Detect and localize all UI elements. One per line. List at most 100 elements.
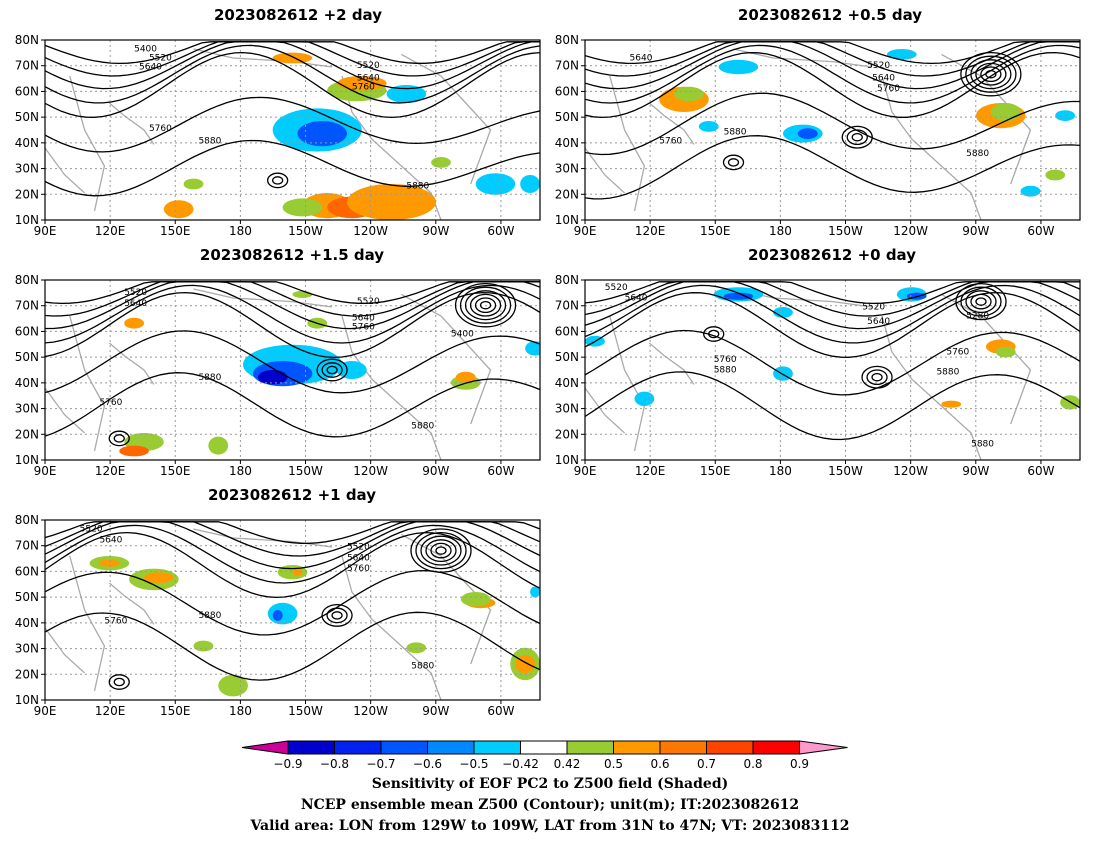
sensitivity-shade bbox=[634, 391, 655, 406]
sensitivity-shade bbox=[124, 317, 144, 329]
y-tick-label: 10N bbox=[15, 213, 39, 227]
y-tick-label: 10N bbox=[15, 693, 39, 707]
z500-contour bbox=[45, 372, 540, 438]
y-tick-label: 60N bbox=[555, 84, 579, 98]
closed-contour bbox=[871, 372, 883, 382]
contour-label: 5640 bbox=[357, 73, 380, 83]
contour-label: 5760 bbox=[99, 398, 122, 408]
sensitivity-shade bbox=[99, 559, 120, 567]
z500-contour bbox=[585, 44, 1080, 104]
z500-contour bbox=[585, 135, 1080, 200]
x-tick-label: 60W bbox=[487, 464, 514, 478]
colorbar-swatch bbox=[613, 740, 661, 755]
z500-contour bbox=[585, 51, 1080, 119]
colorbar-label: 0.42 bbox=[554, 757, 581, 771]
closed-contour bbox=[326, 607, 348, 624]
z500-contour bbox=[45, 41, 540, 90]
sensitivity-shade bbox=[941, 400, 962, 408]
colorbar-label: −0.42 bbox=[502, 757, 539, 771]
y-tick-label: 40N bbox=[15, 136, 39, 150]
y-tick-label: 80N bbox=[15, 33, 39, 47]
y-tick-label: 30N bbox=[15, 402, 39, 416]
contour-label: 5640 bbox=[139, 63, 162, 73]
sensitivity-shade bbox=[718, 59, 759, 75]
y-tick-label: 20N bbox=[15, 187, 39, 201]
x-tick-label: 180 bbox=[229, 224, 252, 238]
contour-label: 5880 bbox=[966, 149, 989, 159]
y-tick-label: 20N bbox=[15, 667, 39, 681]
coastline bbox=[45, 627, 86, 674]
z500-contour bbox=[45, 281, 540, 330]
closed-contour bbox=[266, 172, 289, 189]
y-tick-label: 60N bbox=[555, 324, 579, 338]
sensitivity-shade bbox=[455, 371, 476, 383]
contour-label: 5640 bbox=[352, 313, 375, 323]
coastline bbox=[585, 147, 626, 194]
colorbar-label: 0.8 bbox=[743, 757, 762, 771]
x-tick-label: 60W bbox=[1027, 464, 1054, 478]
closed-contour bbox=[113, 434, 125, 443]
z500-contour bbox=[45, 569, 540, 636]
y-tick-label: 50N bbox=[15, 590, 39, 604]
z500-contour bbox=[585, 284, 1080, 344]
closed-contour bbox=[955, 282, 1007, 321]
contour-label: 5520 bbox=[605, 283, 628, 293]
contour-label: 5880 bbox=[198, 136, 221, 146]
coastline bbox=[108, 582, 155, 625]
contour-label: 5880 bbox=[198, 611, 221, 621]
contour-label: 5760 bbox=[946, 348, 969, 358]
contour-label: 5640 bbox=[625, 294, 648, 304]
contour-label: 5520 bbox=[867, 61, 890, 71]
y-tick-label: 70N bbox=[15, 539, 39, 553]
y-tick-label: 80N bbox=[15, 513, 39, 527]
sensitivity-shade bbox=[431, 157, 451, 168]
x-tick-label: 150W bbox=[828, 224, 863, 238]
y-tick-label: 10N bbox=[15, 453, 39, 467]
z500-contour bbox=[585, 41, 1080, 65]
map-frame bbox=[44, 519, 541, 701]
contour-label: 5520 bbox=[862, 303, 885, 313]
x-tick-label: 150E bbox=[700, 224, 731, 238]
colorbar-label: −0.7 bbox=[366, 757, 395, 771]
closed-contour bbox=[851, 132, 863, 142]
colorbar-swatch bbox=[706, 740, 754, 755]
sensitivity-shade bbox=[292, 568, 303, 576]
panel-title-1day: 2023082612 +1 day bbox=[208, 486, 376, 504]
y-tick-label: 80N bbox=[15, 273, 39, 287]
y-tick-label: 40N bbox=[555, 136, 579, 150]
contour-label: 5400 bbox=[134, 45, 157, 55]
closed-contour bbox=[985, 69, 997, 79]
sensitivity-shade bbox=[386, 85, 427, 103]
x-tick-label: 120E bbox=[635, 464, 666, 478]
z500-contour bbox=[45, 531, 540, 599]
sensitivity-shade bbox=[208, 436, 229, 455]
colorbar-label: 0.7 bbox=[697, 757, 716, 771]
y-tick-label: 20N bbox=[555, 427, 579, 441]
x-tick-label: 120E bbox=[635, 224, 666, 238]
y-tick-label: 10N bbox=[555, 453, 579, 467]
contour-label: 5640 bbox=[124, 299, 147, 309]
x-tick-label: 120E bbox=[95, 464, 126, 478]
colorbar-label: 0.9 bbox=[790, 757, 809, 771]
sensitivity-shade bbox=[272, 610, 283, 621]
closed-contour bbox=[435, 546, 447, 555]
closed-contour bbox=[321, 603, 353, 627]
x-tick-label: 120W bbox=[893, 224, 928, 238]
colorbar: −0.9 −0.8 −0.7 −0.6 −0.5 −0.42 0.42 0.5 0.6 0.7 0.… bbox=[241, 740, 848, 771]
contour-label: 5520 bbox=[347, 543, 370, 553]
contour-label: 5520 bbox=[124, 288, 147, 298]
x-tick-label: 150W bbox=[288, 224, 323, 238]
coastline bbox=[108, 102, 155, 145]
coastline bbox=[648, 342, 695, 385]
x-tick-label: 60W bbox=[487, 224, 514, 238]
closed-contour bbox=[980, 66, 1002, 83]
closed-contour bbox=[331, 611, 343, 620]
closed-contour bbox=[459, 286, 512, 324]
y-tick-label: 30N bbox=[555, 402, 579, 416]
x-tick-label: 120W bbox=[353, 464, 388, 478]
colorbar-swatch bbox=[566, 740, 614, 755]
closed-contour bbox=[410, 528, 472, 573]
